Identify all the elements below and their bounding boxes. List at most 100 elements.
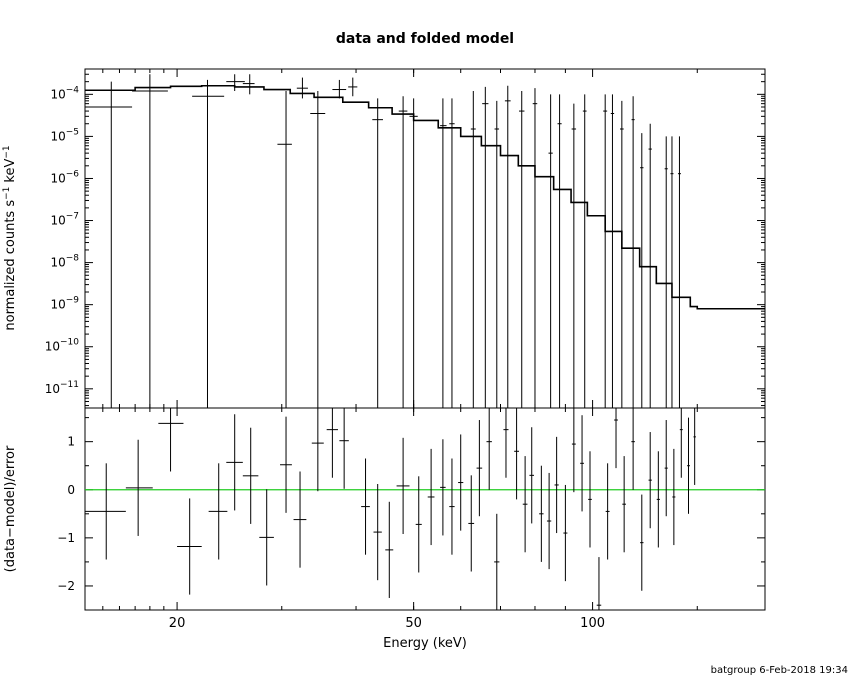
data-point (372, 98, 383, 408)
y-tick-label: −2 (57, 579, 75, 593)
data-point (332, 79, 347, 99)
residual-point (449, 458, 455, 555)
top-y-axis-label-unit: keV (3, 159, 18, 183)
residual-point (693, 408, 696, 485)
residual-point (546, 472, 552, 570)
residual-point (503, 408, 509, 478)
bottom-panel-frame (84, 407, 766, 611)
residual-point (596, 557, 602, 610)
data-point (482, 86, 489, 408)
data-point (557, 94, 562, 408)
residual-point (476, 420, 483, 517)
data-point (85, 81, 133, 408)
top-panel: 10−4 10−5 10−6 10−7 10−8 10−9 10−10 10−11 norma… (2, 68, 766, 409)
residual-point (640, 494, 644, 591)
residual-point (563, 484, 568, 582)
data-point (296, 77, 308, 99)
residual-point (605, 463, 610, 560)
residual-point (208, 463, 228, 560)
data-point (610, 94, 615, 408)
residual-point (539, 465, 544, 562)
x-tick-label: 50 (405, 616, 422, 631)
data-point (504, 85, 511, 408)
model-step-line (85, 84, 765, 310)
x-tick-label: 100 (580, 616, 605, 631)
residual-point (415, 476, 422, 573)
residual-point (242, 427, 259, 524)
data-point (670, 136, 674, 408)
residual-point (614, 408, 618, 469)
data-point (470, 90, 476, 408)
data-point (310, 90, 326, 408)
residual-point (687, 417, 690, 514)
residual-point (486, 408, 492, 490)
y-tick-label: 10−5 (50, 127, 79, 143)
data-point (677, 136, 681, 408)
bottom-y-axis-label: (data−model)/error (3, 445, 18, 572)
y-tick-label: 10−10 (45, 338, 80, 354)
data-point (571, 103, 577, 408)
y-tick-label: 10−11 (45, 380, 79, 396)
residual-point (396, 437, 410, 535)
top-y-axis-label: normalized counts s−1keV−1 (2, 145, 18, 330)
data-point (348, 77, 358, 97)
residual-point (226, 414, 243, 511)
residual-point (672, 448, 676, 546)
footer-stamp: batgroup 6-Feb-2018 19:34 (711, 665, 848, 676)
residual-point (656, 451, 660, 548)
top-axis-ticks: 10−4 10−5 10−6 10−7 10−8 10−9 10−10 10−11 (45, 68, 765, 408)
residual-point (588, 451, 592, 548)
residual-point (427, 448, 435, 546)
data-point (242, 74, 255, 95)
residual-point (458, 434, 464, 531)
data-point (519, 90, 525, 408)
data-point (398, 96, 408, 408)
y-tick-label: 10−7 (50, 212, 79, 228)
y-tick-label: 10−9 (50, 296, 79, 312)
data-point (664, 136, 668, 408)
residual-point (326, 408, 338, 478)
top-y-axis-label-exp1: −1 (2, 187, 12, 200)
residual-point (571, 408, 576, 493)
chart-title: data and folded model (336, 31, 514, 47)
residual-point (514, 408, 520, 500)
data-point (548, 94, 553, 408)
residual-point (440, 439, 446, 536)
y-tick-label: −1 (57, 531, 75, 545)
data-point (648, 123, 652, 408)
data-point (226, 74, 245, 91)
x-axis-label: Energy (keV) (383, 636, 467, 651)
data-point (532, 88, 538, 408)
y-tick-label: 10−8 (50, 254, 79, 270)
residual-point (158, 408, 184, 472)
y-tick-label: 10−6 (50, 169, 79, 185)
data-point (631, 96, 635, 408)
residual-point (580, 415, 584, 512)
residual-point (125, 439, 153, 536)
residual-points (85, 408, 696, 610)
y-tick-label: 10−4 (50, 85, 79, 101)
residual-point (468, 475, 475, 572)
residual-point (554, 436, 559, 534)
data-point (277, 90, 292, 408)
bottom-panel: 20 50 100 1 0 −1 −2 (data−model)/error Energy … (3, 407, 766, 651)
y-tick-label: 1 (67, 435, 75, 449)
folded-model-curve (85, 84, 765, 310)
residual-point (373, 483, 382, 581)
data-point (440, 98, 447, 408)
data-point (409, 98, 418, 408)
residual-point (177, 498, 202, 595)
residual-point (280, 416, 292, 513)
residual-point (361, 458, 370, 555)
data-point (494, 100, 500, 408)
x-tick-label: 20 (169, 616, 186, 631)
data-point (449, 98, 455, 408)
residual-point (529, 427, 535, 524)
residual-point (679, 408, 683, 478)
data-point (192, 79, 225, 408)
data-point (640, 133, 644, 408)
top-y-axis-label-main: normalized counts s (3, 200, 18, 331)
y-tick-label: 0 (67, 483, 75, 497)
data-point (619, 100, 624, 408)
